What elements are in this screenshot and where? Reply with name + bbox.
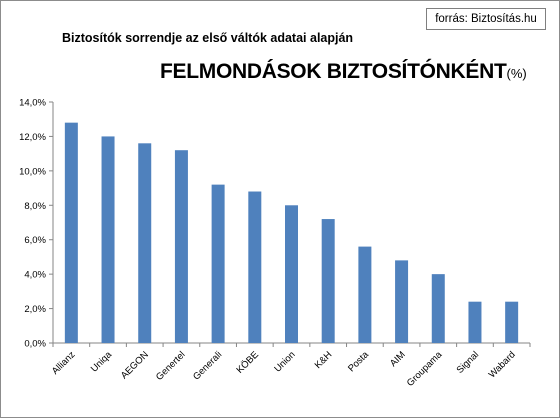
x-tick-label: AIM <box>388 349 408 369</box>
bar <box>248 191 262 343</box>
y-tick-label: 10,0% <box>19 166 46 177</box>
x-tick-label: K&H <box>313 349 335 371</box>
y-tick-label: 12,0% <box>19 132 46 143</box>
bar <box>395 260 409 343</box>
bar <box>64 122 78 344</box>
x-tick-label: Union <box>272 349 297 374</box>
y-tick-label: 8,0% <box>24 201 46 212</box>
bar <box>505 301 519 343</box>
chart-title-unit: (%) <box>506 66 527 81</box>
x-tick-label: Uniqa <box>89 349 115 375</box>
x-tick-label: KÖBE <box>234 349 260 375</box>
chart-title-text: FELMONDÁSOK BIZTOSÍTÓNKÉNT <box>160 60 507 83</box>
chart-subtitle: Biztosítók sorrendje az első váltók adat… <box>62 31 354 45</box>
bar <box>101 136 115 343</box>
bar <box>321 219 335 343</box>
x-tick-label: Generali <box>191 349 224 382</box>
bar <box>358 246 372 343</box>
x-tick-label: Groupama <box>405 349 445 389</box>
y-tick-label: 0,0% <box>24 339 46 350</box>
bar <box>431 274 445 343</box>
bar <box>285 205 298 343</box>
chart-title: FELMONDÁSOK BIZTOSÍTÓNKÉNT(%) <box>160 60 527 84</box>
y-tick-label: 6,0% <box>24 235 46 246</box>
bar <box>138 143 152 343</box>
x-tick-label: Signal <box>455 349 481 375</box>
x-tick-label: AEGON <box>119 349 151 381</box>
y-tick-label: 14,0% <box>19 98 46 109</box>
bar <box>468 301 482 343</box>
x-tick-label: Allianz <box>50 349 78 377</box>
bar <box>211 184 225 343</box>
source-label: forrás: Biztosítás.hu <box>426 8 546 30</box>
x-tick-label: Wabard <box>487 349 518 380</box>
x-tick-label: Posta <box>346 349 371 374</box>
x-tick-label: Genertel <box>154 349 188 383</box>
bar <box>174 150 188 343</box>
y-tick-label: 2,0% <box>24 304 46 315</box>
y-tick-label: 4,0% <box>24 270 46 281</box>
